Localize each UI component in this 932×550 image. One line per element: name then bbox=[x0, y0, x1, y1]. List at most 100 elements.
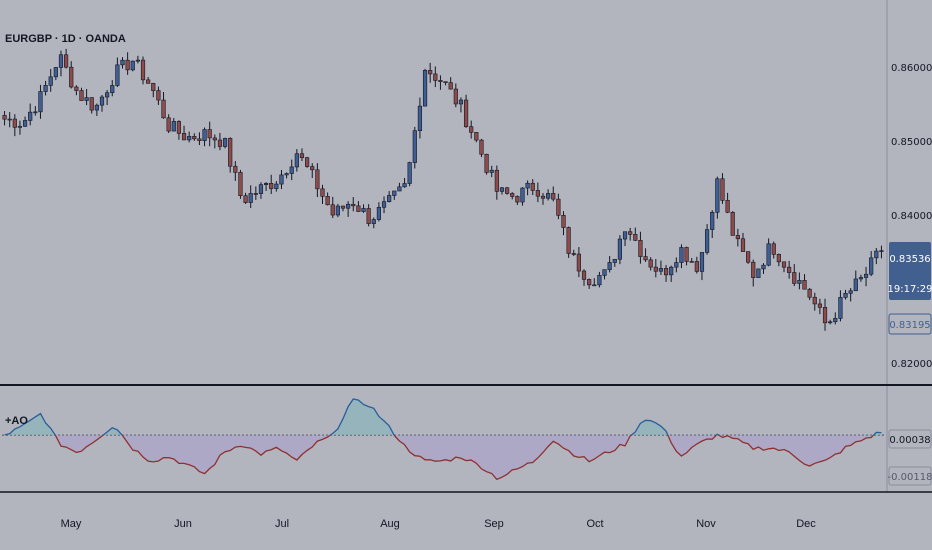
candle[interactable] bbox=[330, 196, 335, 219]
candle[interactable] bbox=[105, 90, 110, 106]
candle[interactable] bbox=[766, 238, 771, 267]
candle[interactable] bbox=[192, 133, 197, 141]
candle[interactable] bbox=[643, 248, 648, 262]
candle[interactable] bbox=[361, 204, 366, 213]
candle[interactable] bbox=[725, 192, 730, 214]
candle[interactable] bbox=[448, 77, 453, 90]
candle[interactable] bbox=[694, 256, 699, 274]
candle[interactable] bbox=[238, 169, 243, 199]
candle[interactable] bbox=[751, 259, 756, 287]
candle[interactable] bbox=[38, 84, 43, 119]
candle[interactable] bbox=[340, 205, 346, 212]
candle[interactable] bbox=[551, 186, 556, 202]
candle[interactable] bbox=[89, 97, 94, 114]
candle[interactable] bbox=[412, 126, 417, 169]
candle[interactable] bbox=[151, 82, 156, 98]
candle[interactable] bbox=[510, 192, 515, 200]
candle[interactable] bbox=[663, 264, 669, 282]
candle[interactable] bbox=[397, 182, 402, 192]
candle[interactable] bbox=[310, 163, 315, 179]
candle[interactable] bbox=[853, 270, 858, 292]
candle[interactable] bbox=[346, 201, 351, 217]
candle[interactable] bbox=[879, 245, 884, 259]
candle[interactable] bbox=[53, 67, 58, 81]
candle[interactable] bbox=[120, 57, 125, 69]
candle[interactable] bbox=[402, 178, 407, 188]
candle[interactable] bbox=[299, 148, 305, 162]
candle[interactable] bbox=[335, 203, 340, 218]
candle[interactable] bbox=[69, 61, 74, 89]
candle[interactable] bbox=[710, 210, 715, 238]
candle[interactable] bbox=[597, 271, 602, 288]
candle[interactable] bbox=[607, 256, 612, 273]
candle[interactable] bbox=[263, 182, 269, 191]
candle[interactable] bbox=[381, 196, 387, 214]
candle[interactable] bbox=[371, 217, 376, 229]
candle[interactable] bbox=[571, 249, 576, 257]
candle[interactable] bbox=[17, 120, 23, 135]
candle[interactable] bbox=[581, 269, 587, 286]
candle[interactable] bbox=[463, 94, 469, 128]
candle[interactable] bbox=[284, 172, 289, 179]
candle[interactable] bbox=[576, 247, 581, 278]
candle[interactable] bbox=[274, 181, 279, 192]
candle[interactable] bbox=[684, 246, 689, 266]
candle[interactable] bbox=[22, 116, 28, 127]
awesome-oscillator-series[interactable] bbox=[2, 398, 884, 481]
candle[interactable] bbox=[422, 68, 428, 107]
candle[interactable] bbox=[453, 83, 458, 108]
candle[interactable] bbox=[561, 211, 566, 236]
candle[interactable] bbox=[433, 66, 438, 88]
candle[interactable] bbox=[458, 97, 464, 113]
candle[interactable] bbox=[320, 184, 325, 205]
candle[interactable] bbox=[222, 137, 228, 149]
candle[interactable] bbox=[592, 278, 597, 287]
candle[interactable] bbox=[248, 185, 253, 209]
candle[interactable] bbox=[469, 120, 474, 139]
candle[interactable] bbox=[356, 201, 361, 212]
candle[interactable] bbox=[181, 125, 187, 141]
candle[interactable] bbox=[376, 202, 381, 222]
candle[interactable] bbox=[474, 132, 479, 143]
candle[interactable] bbox=[535, 182, 540, 203]
candle[interactable] bbox=[407, 161, 412, 187]
candle[interactable] bbox=[525, 180, 530, 196]
candle[interactable] bbox=[135, 55, 140, 64]
candle[interactable] bbox=[48, 68, 53, 92]
candle[interactable] bbox=[243, 192, 248, 204]
candle[interactable] bbox=[289, 159, 294, 181]
candle[interactable] bbox=[315, 163, 320, 198]
candle[interactable] bbox=[33, 106, 38, 116]
candle[interactable] bbox=[130, 60, 135, 72]
candle[interactable] bbox=[351, 197, 356, 212]
candle[interactable] bbox=[843, 289, 848, 300]
candle[interactable] bbox=[484, 153, 489, 175]
candle[interactable] bbox=[822, 298, 828, 331]
candle[interactable] bbox=[417, 97, 423, 139]
candle[interactable] bbox=[756, 268, 761, 278]
candle[interactable] bbox=[638, 231, 643, 264]
candle[interactable] bbox=[294, 149, 299, 172]
candle[interactable] bbox=[520, 187, 525, 206]
candle[interactable] bbox=[838, 290, 843, 322]
candle[interactable] bbox=[392, 190, 397, 200]
candle[interactable] bbox=[720, 173, 725, 204]
candle[interactable] bbox=[79, 87, 84, 101]
candle[interactable] bbox=[730, 211, 735, 236]
candle[interactable] bbox=[812, 292, 817, 311]
candle[interactable] bbox=[869, 251, 874, 277]
candle[interactable] bbox=[674, 257, 679, 273]
candle[interactable] bbox=[305, 156, 310, 168]
candle[interactable] bbox=[628, 227, 633, 241]
candle[interactable] bbox=[776, 253, 781, 267]
candle[interactable] bbox=[602, 269, 607, 280]
time-axis[interactable]: May Jun Jul Aug Sep Oct Nov Dec bbox=[61, 518, 817, 530]
candle[interactable] bbox=[58, 50, 64, 77]
candle[interactable] bbox=[197, 132, 202, 146]
candle[interactable] bbox=[689, 258, 694, 263]
candle[interactable] bbox=[699, 252, 705, 281]
candle[interactable] bbox=[817, 298, 822, 315]
candle[interactable] bbox=[110, 80, 115, 97]
candle[interactable] bbox=[366, 204, 371, 227]
candle[interactable] bbox=[781, 261, 787, 273]
